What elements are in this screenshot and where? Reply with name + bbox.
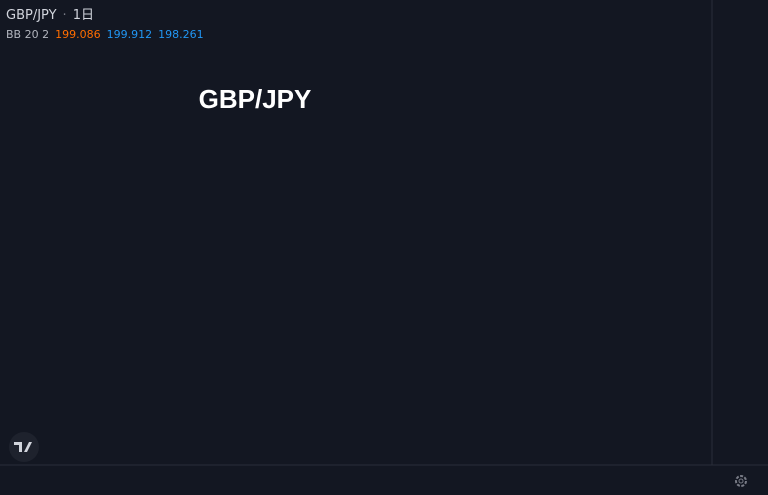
- symbol-header: GBP/JPY · 1日: [6, 8, 94, 23]
- big-title: GBP/JPY: [199, 84, 312, 114]
- bb-value: 199.912: [106, 28, 153, 41]
- bb-value: 198.261: [158, 28, 204, 41]
- bb-label: BB 20 2: [6, 28, 50, 41]
- bb-legend: BB 20 2 199.086 199.912 198.261: [6, 28, 210, 41]
- interval: 1日: [72, 8, 94, 23]
- settings-icon[interactable]: [735, 475, 747, 487]
- tv-logo: [9, 432, 39, 462]
- symbol: GBP/JPY: [6, 8, 57, 23]
- bb-value: 199.086: [55, 28, 101, 41]
